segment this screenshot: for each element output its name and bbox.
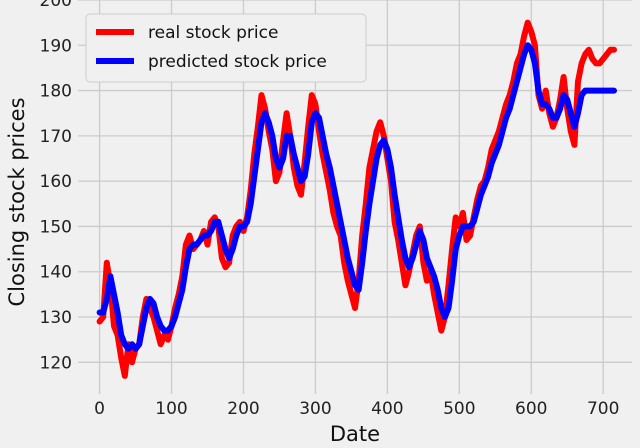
y-tick-label: 160 [40, 172, 72, 192]
legend-label-real: real stock price [148, 23, 278, 43]
legend-label-predicted: predicted stock price [148, 52, 327, 72]
x-tick-label: 300 [299, 399, 331, 419]
x-tick-label: 0 [94, 399, 105, 419]
y-tick-label: 120 [40, 353, 72, 373]
x-tick-label: 400 [371, 399, 403, 419]
x-axis-ticks: 0 100 200 300 400 500 600 700 [94, 399, 619, 419]
y-tick-label: 180 [40, 82, 72, 102]
x-axis-label: Date [330, 422, 380, 446]
y-tick-label: 190 [40, 36, 72, 56]
y-axis-ticks: 120 130 140 150 160 170 180 190 200 [40, 0, 72, 373]
series-line-predicted [96, 42, 617, 352]
y-tick-label: 200 [40, 0, 72, 11]
x-tick-label: 700 [587, 399, 619, 419]
y-tick-label: 130 [40, 308, 72, 328]
series-line-real [96, 19, 617, 379]
series-lines [96, 19, 617, 379]
x-tick-label: 200 [227, 399, 259, 419]
x-tick-label: 500 [443, 399, 475, 419]
y-tick-label: 170 [40, 127, 72, 147]
y-axis-label: Closing stock prices [5, 97, 29, 306]
legend: real stock price predicted stock price [85, 13, 367, 83]
x-tick-label: 600 [515, 399, 547, 419]
y-tick-label: 140 [40, 263, 72, 283]
legend-box [85, 13, 367, 83]
y-tick-label: 150 [40, 217, 72, 237]
x-tick-label: 100 [155, 399, 187, 419]
